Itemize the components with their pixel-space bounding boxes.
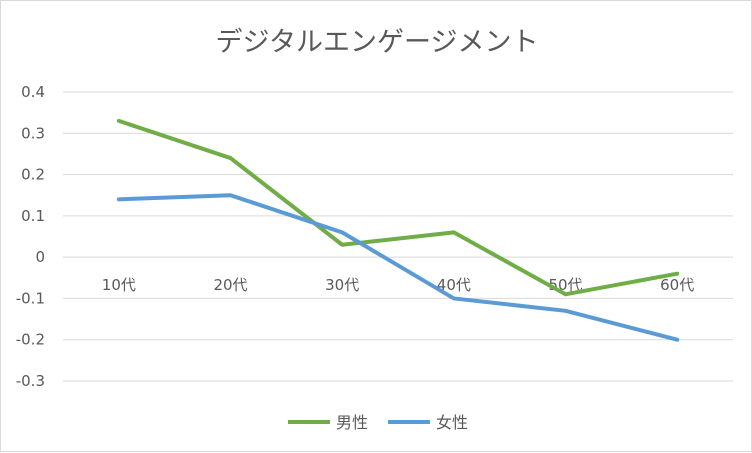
series-line-0 <box>116 118 680 297</box>
x-tick-label: 40代 <box>437 276 471 294</box>
x-tick-label: 10代 <box>102 276 136 294</box>
y-tick-label: 0.1 <box>21 207 45 225</box>
y-axis-ticks: 0.4 0.3 0.2 0.1 0 -0.1 -0.2 -0.3 <box>16 83 45 390</box>
legend: 男性 女性 <box>288 413 468 432</box>
y-tick-label: 0.4 <box>21 83 45 101</box>
y-tick-label: 0.3 <box>21 124 45 142</box>
series-line-1 <box>116 193 680 342</box>
y-tick-label: -0.2 <box>16 331 45 349</box>
y-tick-label: -0.1 <box>16 289 45 307</box>
y-tick-label: 0 <box>35 248 45 266</box>
x-tick-label: 60代 <box>660 276 694 294</box>
legend-label: 女性 <box>436 413 468 432</box>
series-lines <box>116 118 680 342</box>
y-tick-label: 0.2 <box>21 166 45 184</box>
x-axis-ticks: 10代 20代 30代 40代 50代 60代 <box>102 276 694 294</box>
x-tick-label: 30代 <box>325 276 359 294</box>
legend-label: 男性 <box>336 413 368 432</box>
y-tick-label: -0.3 <box>16 372 45 390</box>
chart-title: デジタルエンゲージメント <box>216 27 539 58</box>
x-tick-label: 20代 <box>213 276 247 294</box>
gridlines <box>63 91 733 382</box>
